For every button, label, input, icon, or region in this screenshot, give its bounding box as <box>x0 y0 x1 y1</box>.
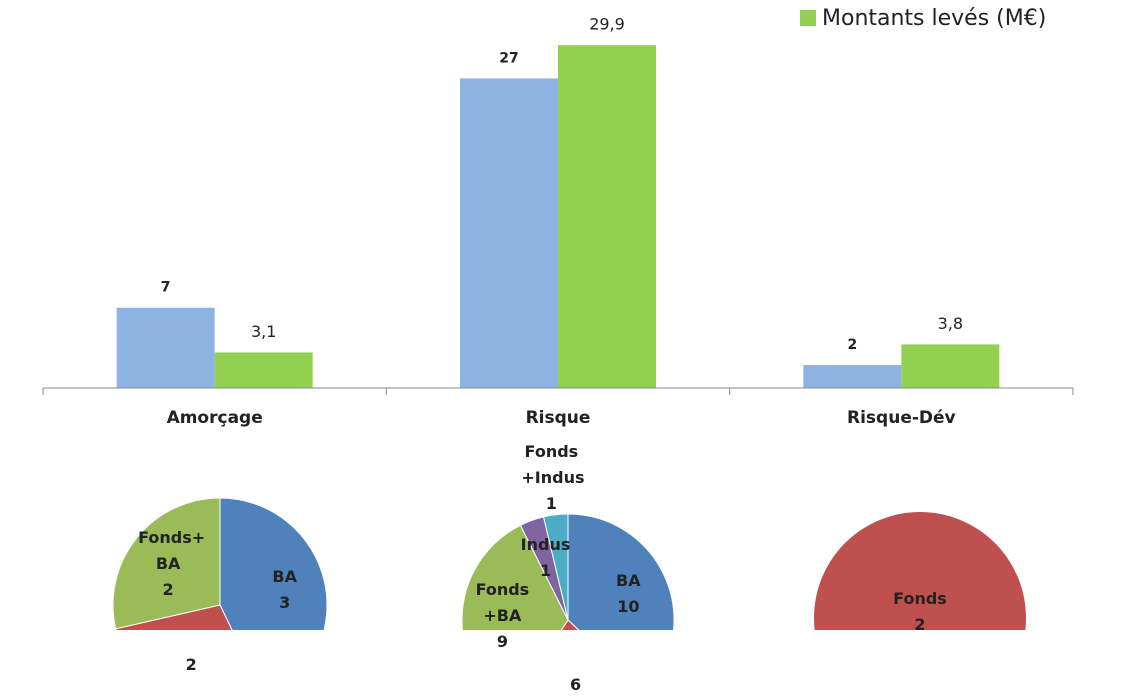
pie-label: Fonds+ BA 2 <box>123 525 213 603</box>
pie-value: 1 <box>539 561 552 581</box>
pie-label: Indus 1 <box>501 532 591 584</box>
pie-slice <box>814 512 1026 630</box>
pie-label: BA 10 <box>583 568 673 620</box>
pie-slice <box>461 524 569 630</box>
pie-value: 2 <box>914 615 926 634</box>
pie-category: Fonds <box>893 589 947 608</box>
pie-value: 3 <box>279 593 291 613</box>
bar <box>803 365 902 388</box>
value-label: 3,8 <box>938 314 963 333</box>
legend-label: Montants levés (M€) <box>822 6 1046 31</box>
pie-label: 2 <box>146 652 236 678</box>
pie-label: Fonds 2 <box>875 586 965 638</box>
pie-slice <box>560 619 580 630</box>
pie-label: Fonds +BA 9 <box>457 577 547 655</box>
chart: 7 3,1 Amorçage 27 29,9 Risque 2 3,8 Risque-Dév Mo… <box>42 6 1074 630</box>
pie-label: Fonds +Indus 1 <box>506 439 596 517</box>
x-tick-label: Risque <box>526 408 591 428</box>
x-tick-label: Amorçage <box>167 408 263 428</box>
pie-value: 2 <box>162 579 174 599</box>
bar <box>214 352 313 388</box>
x-tick-label: Risque-Dév <box>847 408 956 428</box>
value-label: 29,9 <box>589 15 625 34</box>
pie-slice <box>115 604 233 630</box>
pie-label: BA 3 <box>240 564 330 616</box>
pie-slice <box>542 513 569 621</box>
pie-label: 6 <box>531 672 621 698</box>
pie-value: 2 <box>185 654 197 674</box>
pie-category: Indus <box>520 535 571 555</box>
pie-value: 10 <box>617 596 640 616</box>
legend-swatch <box>800 10 816 26</box>
pie-category: Fonds +Indus <box>521 441 585 487</box>
pie-category: Fonds+ BA <box>138 527 206 573</box>
pie-value: 1 <box>545 493 557 513</box>
pie-slice <box>219 497 328 630</box>
pie-category: Fonds +BA <box>475 580 530 626</box>
value-label: 7 <box>161 280 171 296</box>
value-label: 2 <box>847 337 857 353</box>
page: {"chart_data": [ {"type": "bar", "catego… <box>42 6 1074 695</box>
bar <box>901 344 1000 388</box>
pie-slice <box>567 513 675 630</box>
value-label: 27 <box>499 50 518 66</box>
pie-value: 6 <box>570 675 582 695</box>
bar <box>558 45 656 388</box>
pie-category: BA <box>272 567 297 587</box>
pie-slice <box>112 497 221 630</box>
value-label: 3,1 <box>251 322 276 341</box>
pie-value: 9 <box>496 632 508 652</box>
bar <box>116 307 215 388</box>
pie-category: BA <box>616 570 641 590</box>
bar <box>460 78 558 389</box>
